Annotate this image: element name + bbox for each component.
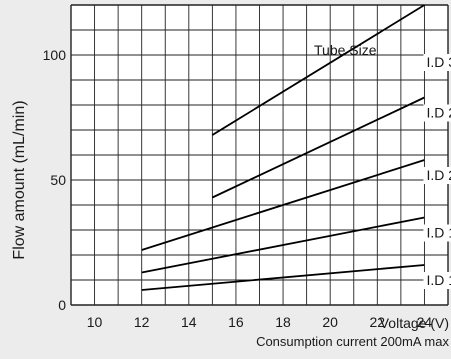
series-line [141,159,425,251]
y-tick-label: 100 [43,47,67,63]
series-label-bg [423,167,451,184]
series-label: I.D 1mm [426,272,451,288]
y-tick-label: 50 [50,172,66,188]
series-label-bg [423,54,451,71]
legend-header: Tube Size [314,42,377,58]
x-axis-title: Voltage (V) [380,315,449,331]
series-line [141,216,425,274]
y-tick-label: 0 [58,297,66,313]
series-label: I.D 1.6mm [426,225,451,241]
tick-labels: 10 12 14 16 18 20 22 24 0 50 100 [43,47,433,330]
x-tick-label: 24 [417,314,433,330]
series-label: I.D 3mm [426,54,451,70]
series-line [211,4,425,136]
x-tick-label: 22 [370,314,386,330]
x-tick-label: 14 [181,314,197,330]
series-line [211,96,425,199]
series-label: I.D 2mm [426,167,451,183]
series-labels: I.D 3mm I.D 2.5mm I.D 2mm I.D 1.6mm I.D 1mm [423,54,451,289]
series-line [141,264,425,291]
x-tick-label: 16 [228,314,244,330]
consumption-note: Consumption current 200mA max [256,334,449,349]
series-lines [141,4,425,291]
series-label-bg [423,224,451,242]
y-axis-title: Flow amount (mL/min) [11,100,28,259]
x-tick-label: 20 [322,314,338,330]
x-tick-label: 18 [275,314,291,330]
series-label-bg [423,272,451,289]
grid [70,4,449,306]
series-label: I.D 2.5mm [426,105,451,121]
x-tick-label: 12 [134,314,150,330]
x-tick-label: 10 [87,314,103,330]
series-label-bg [423,104,451,122]
